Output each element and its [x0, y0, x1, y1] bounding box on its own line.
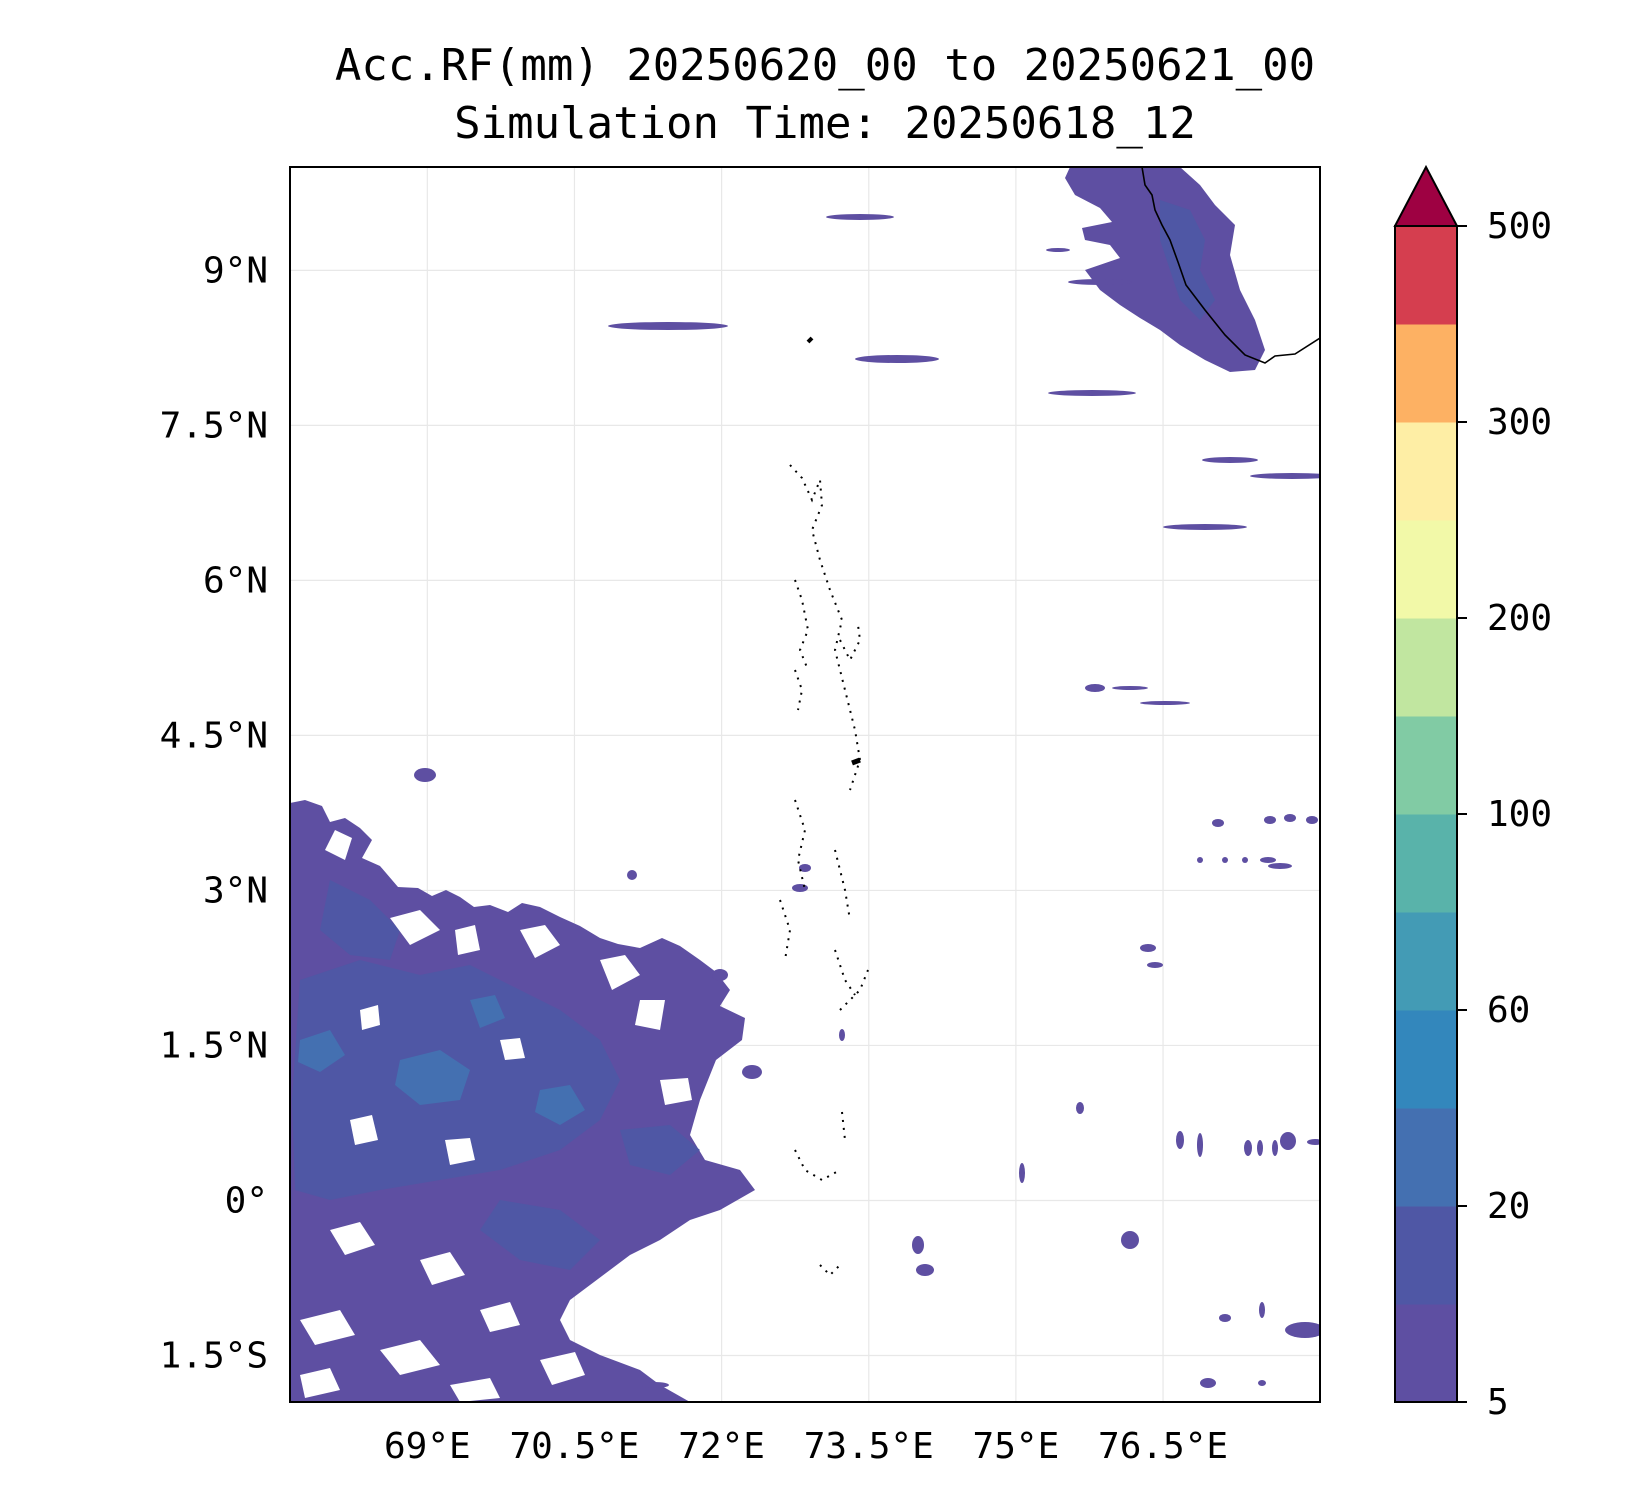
longitude-tick-labels: 69°E 70.5°E 72°E 73.5°E 75°E 76.5°E	[384, 1426, 1228, 1467]
colorbar-segment	[1395, 1206, 1457, 1305]
colorbar-tick-label: 500	[1487, 206, 1552, 247]
lat-tick-label: 1.5°N	[160, 1025, 268, 1066]
lat-tick-label: 0°	[225, 1180, 268, 1221]
colorbar-tick-label: 300	[1487, 402, 1552, 443]
colorbar	[1393, 164, 1459, 1403]
rain-streaks	[608, 214, 1320, 1388]
atoll-island-2	[806, 336, 814, 344]
rain-northeast-mid	[1160, 200, 1215, 320]
colorbar-extend-arrow	[1393, 164, 1459, 227]
rain-scattered-cells	[414, 768, 934, 1388]
lat-tick-label: 9°N	[203, 250, 268, 291]
rain-northeast-streak	[1068, 279, 1132, 285]
rain-mid-2	[320, 880, 400, 960]
map-frame	[289, 166, 1321, 1403]
map-title: Acc.RF(mm) 20250620_00 to 20250621_00	[334, 40, 1316, 91]
colorbar-segment	[1395, 1304, 1457, 1403]
lat-tick-label: 7.5°N	[160, 405, 268, 446]
colorbar-segment	[1395, 618, 1457, 717]
lat-tick-label: 4.5°N	[160, 715, 268, 756]
dry-gaps	[300, 830, 692, 1402]
rain-heavy-4	[470, 995, 505, 1028]
latitude-tick-labels: 9°N 7.5°N 6°N 4.5°N 3°N 1.5°N 0° 1.5°S	[160, 250, 268, 1376]
lat-tick-label: 6°N	[203, 560, 268, 601]
colorbar-segment	[1395, 422, 1457, 521]
lon-tick-label: 73.5°E	[804, 1426, 934, 1467]
rainfall-field	[290, 167, 1320, 1402]
rain-heavy-1	[395, 1050, 470, 1105]
colorbar-tick-label: 100	[1487, 794, 1552, 835]
colorbar-tick-labels: 5 20 60 100 200 300 500	[1457, 206, 1552, 1423]
lon-tick-label: 76.5°E	[1098, 1426, 1228, 1467]
colorbar-segment	[1395, 1108, 1457, 1207]
colorbar-tick-label: 20	[1487, 1186, 1530, 1227]
lon-tick-label: 72°E	[678, 1426, 765, 1467]
maldives-atolls	[779, 464, 869, 1277]
colorbar-tick-label: 200	[1487, 598, 1552, 639]
map-subtitle: Simulation Time: 20250618_12	[454, 98, 1196, 149]
rain-area-northeast	[1065, 167, 1265, 372]
colorbar-segment	[1395, 716, 1457, 815]
rain-mid-4	[620, 1125, 700, 1175]
lon-tick-label: 70.5°E	[509, 1426, 639, 1467]
colorbar-segment	[1395, 226, 1457, 325]
lon-tick-label: 69°E	[384, 1426, 471, 1467]
lat-tick-label: 1.5°S	[160, 1335, 268, 1376]
colorbar-segment	[1395, 324, 1457, 423]
lat-tick-label: 3°N	[203, 870, 268, 911]
colorbar-segment	[1395, 1010, 1457, 1109]
rain-heavy-3	[298, 1030, 345, 1072]
colorbar-tick-label: 60	[1487, 990, 1530, 1031]
coastline-india	[1141, 167, 1320, 364]
atoll-island-1	[851, 757, 861, 766]
colorbar-segment	[1395, 520, 1457, 619]
colorbar-segment	[1395, 912, 1457, 1011]
colorbar-segment	[1395, 814, 1457, 913]
rain-heavy-2	[535, 1085, 585, 1125]
colorbar-tick-label: 5	[1487, 1382, 1509, 1423]
rain-mid-3	[480, 1200, 600, 1270]
lon-tick-label: 75°E	[973, 1426, 1060, 1467]
